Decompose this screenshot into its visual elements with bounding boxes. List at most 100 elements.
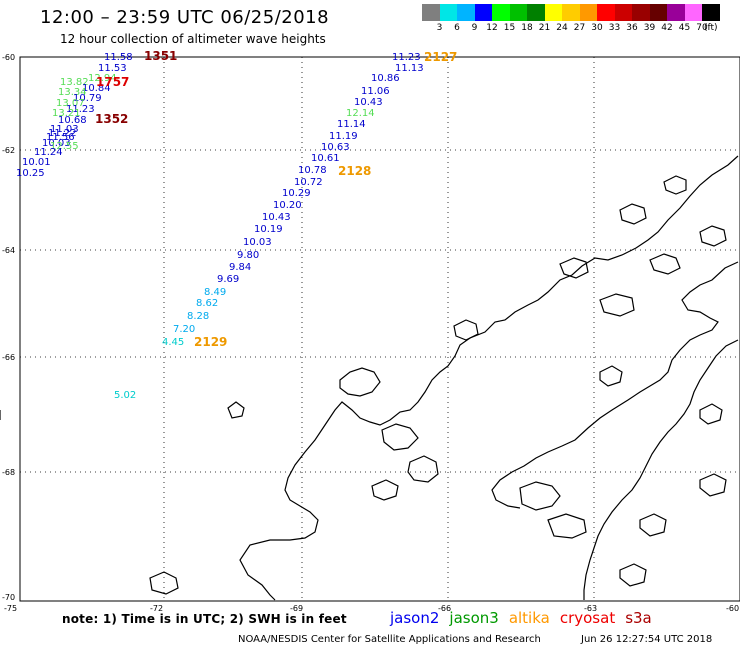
colorbar-swatch — [509, 4, 527, 21]
wave-height-value: 8.28 — [187, 311, 210, 322]
wave-height-value: 10.43 — [354, 97, 383, 108]
lon-label: -75 — [4, 604, 17, 613]
lon-label: -69 — [290, 604, 303, 613]
wave-height-value: 9.84 — [229, 262, 252, 273]
lat-label: -60 — [2, 53, 15, 62]
wave-height-value: 11.06 — [361, 86, 390, 97]
wave-height-value: 10.63 — [321, 142, 350, 153]
legend-entry-altika: altika — [508, 609, 550, 627]
colorbar-labels: 3 6 9 12 15 18 21 24 27 30 33 36 39 42 45 70 (ft) — [422, 23, 729, 35]
wave-height-value: 10.43 — [262, 212, 291, 223]
wave-height-value: 11.22 — [48, 128, 77, 139]
wave-height-value: 11.58 — [104, 52, 133, 63]
colorbar-label: 12 — [486, 23, 498, 33]
wave-height-value: 11.13 — [395, 63, 424, 74]
wave-height-value: 10.78 — [298, 165, 327, 176]
wave-height-value: 4.45 — [162, 337, 185, 348]
wave-height-value: 10.61 — [311, 153, 340, 164]
lat-label: -66 — [2, 353, 15, 362]
map-subtitle: 12 hour collection of altimeter wave hei… — [60, 32, 326, 46]
colorbar-label: 70 — [696, 23, 708, 33]
colorbar-swatch — [562, 4, 580, 21]
wave-height-value: 5.02 — [114, 390, 137, 401]
pass-time-label: 2129 — [194, 335, 228, 349]
wave-height-value: 11.23 — [66, 104, 95, 115]
colorbar-swatch — [422, 4, 440, 21]
generation-timestamp: Jun 26 12:27:54 UTC 2018 — [581, 634, 713, 645]
wave-height-value: 11.19 — [329, 131, 358, 142]
colorbar-swatch — [614, 4, 632, 21]
wave-height-value: 10.03 — [243, 237, 272, 248]
wave-height-value: 13.07 — [56, 98, 85, 109]
colorbar-swatch — [457, 4, 475, 21]
colorbar-label: 42 — [661, 23, 673, 33]
satellite-legend: jason2 jason3 altika cryosat s3a — [390, 609, 662, 627]
wave-height-value: 10.68 — [58, 115, 87, 126]
wave-height-value: 8.62 — [196, 298, 219, 309]
lat-label: -70 — [2, 593, 15, 602]
wave-height-value: 13.21 — [52, 108, 81, 119]
wave-height-value: 11.56 — [46, 132, 75, 143]
wave-height-colorbar — [422, 4, 720, 21]
colorbar-swatch — [544, 4, 562, 21]
wave-height-value: 10.03 — [42, 138, 71, 149]
pass-time-label: 1757 — [96, 75, 130, 89]
axis-labels: -60 -62 -64 -66 -68 -70 -75 -72 -69 -66 … — [2, 53, 739, 613]
wave-height-value: 11.53 — [98, 63, 127, 74]
wave-height-value: 10.20 — [273, 200, 302, 211]
colorbar-label: 39 — [643, 23, 656, 33]
map-frame — [19, 56, 740, 602]
colorbar-swatch — [702, 4, 720, 21]
colorbar-label: 24 — [556, 23, 568, 33]
wave-height-value: 11.23 — [392, 52, 421, 63]
colorbar-label: 27 — [573, 23, 586, 33]
wave-height-value: 10.86 — [371, 73, 400, 84]
wave-height-value: 10.72 — [294, 177, 323, 188]
colorbar-label: 30 — [591, 23, 603, 33]
wave-height-value: 10.29 — [282, 188, 311, 199]
wave-height-value: 9.80 — [237, 250, 260, 261]
wave-height-value: 13.34 — [58, 87, 87, 98]
map-title: 12:00 – 23:59 UTC 06/25/2018 — [40, 7, 330, 28]
footer-note: note: 1) Time is in UTC; 2) SWH is in fe… — [62, 612, 347, 626]
wave-height-value: 10.84 — [82, 83, 111, 94]
lat-label: -64 — [2, 246, 15, 255]
wave-height-value: 11.14 — [337, 119, 366, 130]
pass-time-label: 2128 — [338, 164, 372, 178]
wave-height-value: 12.55 — [50, 141, 79, 152]
graticule — [20, 57, 740, 601]
wave-height-value: 10.19 — [254, 224, 283, 235]
colorbar-swatch — [667, 4, 685, 21]
colorbar-label: 18 — [521, 23, 533, 33]
colorbar-swatch — [579, 4, 597, 21]
coastline — [0, 155, 739, 601]
legend-entry-s3a: s3a — [625, 609, 652, 627]
lon-label: -60 — [726, 604, 739, 613]
wave-height-value: 12.14 — [346, 108, 375, 119]
wave-height-value: 12.94 — [88, 73, 117, 84]
wave-height-value: 9.69 — [217, 274, 240, 285]
colorbar-label: 6 — [454, 23, 460, 33]
colorbar-swatch — [527, 4, 545, 21]
wave-height-value: 8.49 — [204, 287, 227, 298]
wave-height-value: 10.01 — [22, 157, 51, 168]
wave-height-value: 11.24 — [34, 147, 63, 158]
lat-label: -68 — [2, 468, 15, 477]
colorbar-swatch — [632, 4, 650, 21]
wave-height-value: 11.03 — [50, 124, 79, 135]
colorbar-label: 21 — [538, 23, 551, 33]
colorbar-label: 45 — [678, 23, 691, 33]
colorbar-label: 3 — [436, 23, 443, 33]
credit-line: NOAA/NESDIS Center for Satellite Applica… — [238, 634, 541, 645]
wave-height-value: 10.25 — [16, 168, 45, 179]
colorbar-label: 33 — [608, 23, 621, 33]
colorbar-label: 36 — [626, 23, 638, 33]
colorbar-swatch — [439, 4, 457, 21]
colorbar-swatch — [597, 4, 615, 21]
legend-entry-jason2: jason2 — [390, 609, 440, 627]
wave-height-value: 10.79 — [73, 93, 102, 104]
pass-time-label: 1352 — [95, 112, 129, 126]
colorbar-swatch — [684, 4, 702, 21]
colorbar-label: 9 — [471, 23, 478, 33]
